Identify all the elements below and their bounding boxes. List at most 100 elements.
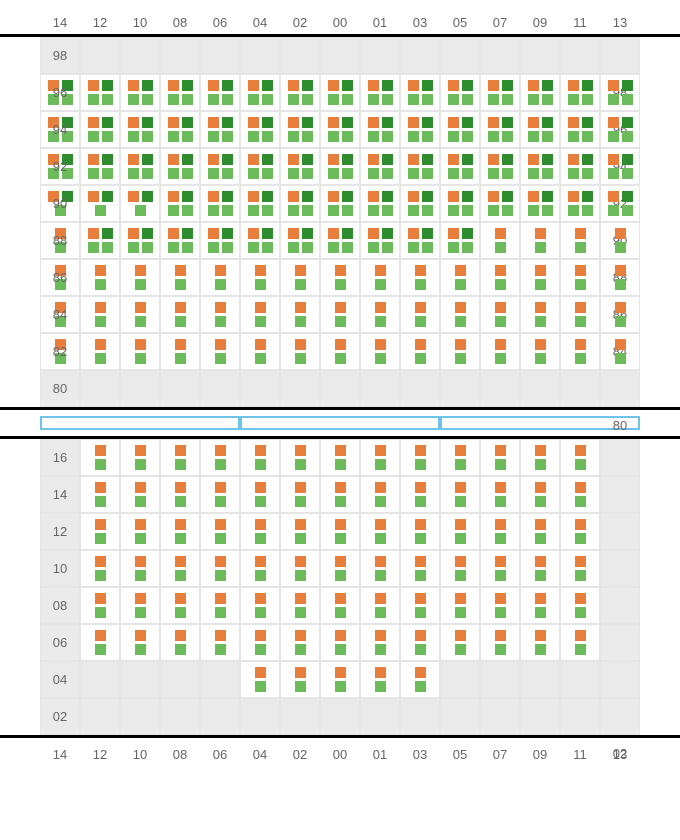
rack-cell[interactable] <box>560 185 600 222</box>
rack-cell[interactable] <box>600 74 640 111</box>
rack-cell[interactable] <box>360 550 400 587</box>
rack-cell[interactable] <box>440 111 480 148</box>
rack-cell[interactable] <box>280 587 320 624</box>
rack-cell[interactable] <box>600 111 640 148</box>
rack-cell[interactable] <box>360 222 400 259</box>
rack-cell[interactable] <box>600 185 640 222</box>
rack-cell[interactable] <box>240 111 280 148</box>
rack-cell[interactable] <box>440 550 480 587</box>
rack-cell[interactable] <box>280 148 320 185</box>
rack-cell[interactable] <box>280 624 320 661</box>
rack-cell[interactable] <box>280 550 320 587</box>
rack-cell[interactable] <box>320 550 360 587</box>
rack-cell[interactable] <box>440 439 480 476</box>
rack-cell[interactable] <box>440 624 480 661</box>
rack-cell[interactable] <box>80 296 120 333</box>
rack-cell[interactable] <box>440 296 480 333</box>
rack-cell[interactable] <box>200 259 240 296</box>
rack-cell[interactable] <box>320 259 360 296</box>
rack-cell[interactable] <box>560 259 600 296</box>
rack-cell[interactable] <box>520 624 560 661</box>
rack-cell[interactable] <box>360 624 400 661</box>
rack-cell[interactable] <box>240 624 280 661</box>
rack-cell[interactable] <box>560 111 600 148</box>
rack-cell[interactable] <box>600 296 640 333</box>
rack-cell[interactable] <box>440 587 480 624</box>
rack-cell[interactable] <box>520 333 560 370</box>
rack-cell[interactable] <box>520 111 560 148</box>
rack-cell[interactable] <box>520 513 560 550</box>
rack-cell[interactable] <box>600 333 640 370</box>
rack-cell[interactable] <box>520 587 560 624</box>
rack-cell[interactable] <box>400 624 440 661</box>
rack-cell[interactable] <box>400 222 440 259</box>
rack-cell[interactable] <box>400 476 440 513</box>
rack-cell[interactable] <box>120 439 160 476</box>
rack-cell[interactable] <box>120 296 160 333</box>
rack-cell[interactable] <box>400 587 440 624</box>
rack-cell[interactable] <box>280 439 320 476</box>
rack-cell[interactable] <box>280 111 320 148</box>
rack-cell[interactable] <box>320 74 360 111</box>
rack-cell[interactable] <box>400 550 440 587</box>
rack-cell[interactable] <box>280 661 320 698</box>
rack-cell[interactable] <box>520 550 560 587</box>
rack-cell[interactable] <box>80 439 120 476</box>
rack-cell[interactable] <box>560 148 600 185</box>
rack-cell[interactable] <box>320 185 360 222</box>
rack-cell[interactable] <box>360 185 400 222</box>
rack-cell[interactable] <box>360 333 400 370</box>
rack-cell[interactable] <box>320 587 360 624</box>
rack-cell[interactable] <box>160 624 200 661</box>
rack-cell[interactable] <box>280 185 320 222</box>
rack-cell[interactable] <box>320 513 360 550</box>
rack-cell[interactable] <box>320 296 360 333</box>
rack-cell[interactable] <box>200 111 240 148</box>
rack-cell[interactable] <box>440 513 480 550</box>
rack-cell[interactable] <box>440 333 480 370</box>
rack-cell[interactable] <box>400 259 440 296</box>
rack-cell[interactable] <box>200 624 240 661</box>
rack-cell[interactable] <box>80 148 120 185</box>
rack-cell[interactable] <box>80 550 120 587</box>
rack-cell[interactable] <box>120 333 160 370</box>
rack-cell[interactable] <box>160 333 200 370</box>
rack-cell[interactable] <box>80 587 120 624</box>
rack-cell[interactable] <box>240 296 280 333</box>
rack-cell[interactable] <box>360 111 400 148</box>
rack-cell[interactable] <box>480 624 520 661</box>
rack-cell[interactable] <box>200 333 240 370</box>
rack-cell[interactable] <box>160 587 200 624</box>
rack-cell[interactable] <box>560 587 600 624</box>
rack-cell[interactable] <box>160 439 200 476</box>
rack-cell[interactable] <box>480 296 520 333</box>
rack-cell[interactable] <box>560 476 600 513</box>
rack-cell[interactable] <box>120 624 160 661</box>
rack-cell[interactable] <box>280 296 320 333</box>
rack-cell[interactable] <box>520 259 560 296</box>
rack-cell[interactable] <box>520 222 560 259</box>
rack-cell[interactable] <box>520 148 560 185</box>
rack-cell[interactable] <box>400 661 440 698</box>
rack-cell[interactable] <box>200 222 240 259</box>
rack-cell[interactable] <box>160 513 200 550</box>
rack-cell[interactable] <box>560 624 600 661</box>
rack-cell[interactable] <box>200 185 240 222</box>
rack-cell[interactable] <box>80 624 120 661</box>
rack-cell[interactable] <box>520 476 560 513</box>
rack-cell[interactable] <box>80 259 120 296</box>
rack-cell[interactable] <box>480 74 520 111</box>
rack-cell[interactable] <box>120 111 160 148</box>
rack-cell[interactable] <box>560 296 600 333</box>
rack-cell[interactable] <box>560 550 600 587</box>
rack-cell[interactable] <box>240 185 280 222</box>
rack-cell[interactable] <box>560 74 600 111</box>
rack-cell[interactable] <box>320 333 360 370</box>
rack-cell[interactable] <box>320 439 360 476</box>
rack-cell[interactable] <box>360 587 400 624</box>
rack-cell[interactable] <box>480 587 520 624</box>
rack-cell[interactable] <box>240 661 280 698</box>
rack-cell[interactable] <box>160 185 200 222</box>
rack-cell[interactable] <box>400 111 440 148</box>
rack-cell[interactable] <box>360 296 400 333</box>
